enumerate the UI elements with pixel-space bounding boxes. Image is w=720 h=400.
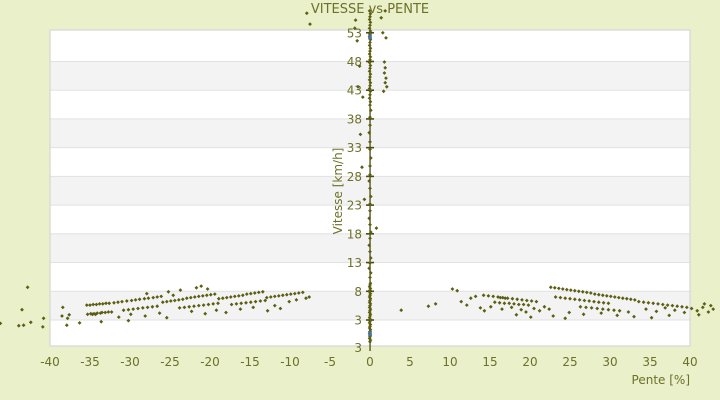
x-tick-label: 20 (522, 355, 537, 369)
y-tick-label: 3 (354, 314, 362, 328)
y-axis-min-label: 3 (354, 341, 362, 355)
x-tick-label: 5 (406, 355, 414, 369)
x-tick-label: -20 (200, 355, 220, 369)
y-tick-mark (366, 233, 374, 235)
y-tick-label: 48 (347, 55, 362, 69)
y-tick-label: 28 (347, 170, 362, 184)
x-tick-label: -35 (80, 355, 100, 369)
x-tick-label: 25 (562, 355, 577, 369)
highlight-point (368, 34, 372, 40)
y-tick-label: 43 (347, 84, 362, 98)
x-tick-label: -25 (160, 355, 180, 369)
y-tick-label: 23 (347, 199, 362, 213)
y-tick-label: 53 (347, 26, 362, 40)
x-tick-label: -30 (120, 355, 140, 369)
x-tick-label: 0 (366, 355, 374, 369)
x-tick-label: -10 (280, 355, 300, 369)
x-tick-label: 30 (602, 355, 617, 369)
x-tick-label: -15 (240, 355, 260, 369)
y-tick-label: 38 (347, 112, 362, 126)
y-tick-label: 13 (347, 256, 362, 270)
x-tick-label: 10 (442, 355, 457, 369)
y-axis-title: Vitesse [km/h] (331, 147, 345, 235)
x-tick-label: 40 (682, 355, 697, 369)
x-tick-label: 35 (642, 355, 657, 369)
chart-title: VITESSE vs PENTE (310, 2, 430, 17)
x-tick-label: 15 (482, 355, 497, 369)
y-tick-label: 8 (354, 285, 362, 299)
y-tick-label: 33 (347, 141, 362, 155)
highlight-point (368, 331, 372, 337)
y-tick-label: 18 (347, 227, 362, 241)
x-tick-label: -5 (324, 355, 336, 369)
y-axis-line (369, 30, 371, 351)
x-tick-label: -40 (40, 355, 60, 369)
x-axis-title: Pente [%] (631, 373, 690, 387)
